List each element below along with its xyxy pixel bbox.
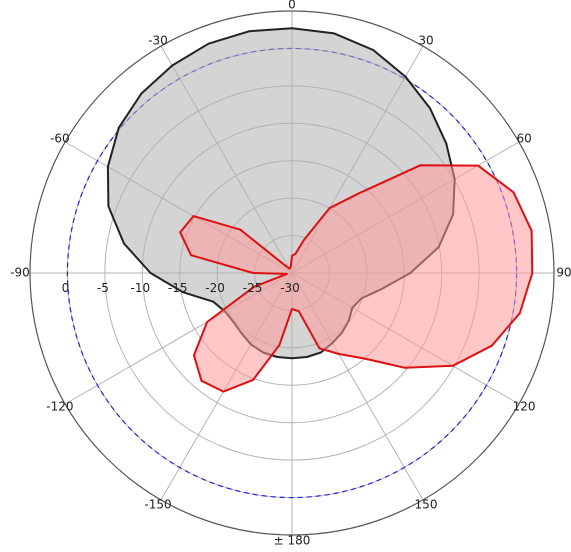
- series-2-point: [289, 265, 292, 268]
- series-1-point: [207, 42, 210, 45]
- series-2-point: [297, 310, 300, 313]
- series-layer: [106, 27, 534, 393]
- label-layer: 0 30 60 90 120 150 ± 180 -150 -120 -90 -60 -30 0 -5 -1…: [10, 0, 571, 548]
- series-2-point: [253, 285, 255, 288]
- angle-tick-label: -30: [148, 33, 168, 47]
- series-1-point: [182, 291, 184, 294]
- series-2-point: [451, 364, 454, 367]
- angle-tick-label: 0: [288, 0, 296, 12]
- series-1-point: [429, 107, 431, 110]
- series-2-point: [291, 308, 293, 310]
- angle-tick-label: -60: [50, 132, 70, 146]
- series-2-point: [193, 354, 195, 357]
- series-2-point: [206, 321, 209, 323]
- series-1-point: [107, 165, 109, 168]
- series-1-point: [117, 126, 120, 129]
- radial-tick-label: -25: [243, 281, 263, 295]
- series-2-point: [531, 272, 534, 274]
- radial-tick-label: -15: [168, 281, 188, 295]
- series-2-point: [289, 267, 292, 269]
- angle-tick-label: -90: [10, 266, 30, 280]
- radial-tick-label: -20: [205, 281, 225, 295]
- series-2-point: [192, 215, 195, 218]
- series-2-point: [490, 344, 493, 347]
- radial-tick-label: -10: [130, 281, 150, 295]
- series-1-point: [404, 75, 407, 78]
- angle-tick-label: 60: [516, 132, 531, 146]
- series-1-point: [305, 356, 308, 358]
- series-2-point: [294, 252, 297, 255]
- series-2-point: [285, 273, 288, 275]
- series-1-point: [372, 49, 375, 51]
- angle-tick-label: ± 180: [274, 534, 311, 548]
- series-1-point: [123, 242, 125, 245]
- series-2-point: [222, 390, 225, 393]
- series-2-point: [518, 312, 521, 315]
- series-2-point: [179, 231, 182, 234]
- angle-tick-label: 30: [418, 33, 433, 47]
- series-2-point: [239, 228, 242, 231]
- series-1-point: [276, 356, 279, 358]
- series-2-point: [278, 344, 281, 347]
- series-2-point: [512, 191, 515, 194]
- angle-tick-label: -150: [144, 498, 171, 512]
- series-2-point: [252, 379, 255, 381]
- series-2-point: [200, 379, 203, 382]
- series-1-point: [320, 351, 322, 354]
- series-1-point: [107, 205, 110, 208]
- series-2-point: [337, 353, 340, 355]
- outer-ring: [29, 10, 555, 536]
- series-2-point: [362, 357, 365, 360]
- series-2-point: [404, 366, 406, 369]
- series-2-point: [328, 207, 331, 210]
- angle-tick-label: 150: [415, 498, 438, 512]
- angle-tick-label: 120: [513, 400, 536, 414]
- series-2-point: [358, 192, 360, 195]
- radial-tick-label: -30: [280, 281, 300, 295]
- angle-tick-label: 90: [556, 266, 571, 280]
- series-2-point: [318, 347, 321, 350]
- series-2-point: [303, 239, 305, 241]
- series-1-point: [445, 142, 448, 145]
- series-2-point: [252, 272, 255, 274]
- series-1-point: [171, 64, 174, 67]
- series-2-point: [291, 254, 293, 257]
- series-2-point: [190, 254, 192, 257]
- series-1-point: [149, 272, 152, 274]
- series-1-point: [291, 27, 293, 30]
- series-2-point: [419, 164, 422, 167]
- radial-tick-label: -5: [97, 281, 109, 295]
- radial-tick-label: 0: [62, 281, 70, 295]
- series-1-point: [248, 30, 251, 33]
- series-1-point: [291, 357, 293, 360]
- series-1-point: [140, 92, 143, 95]
- series-2-point: [530, 229, 533, 232]
- series-2-point: [285, 265, 288, 268]
- angle-tick-label: -120: [46, 400, 73, 414]
- series-2-point: [477, 164, 479, 167]
- series-1-point: [333, 32, 336, 35]
- series-1-point: [212, 300, 215, 303]
